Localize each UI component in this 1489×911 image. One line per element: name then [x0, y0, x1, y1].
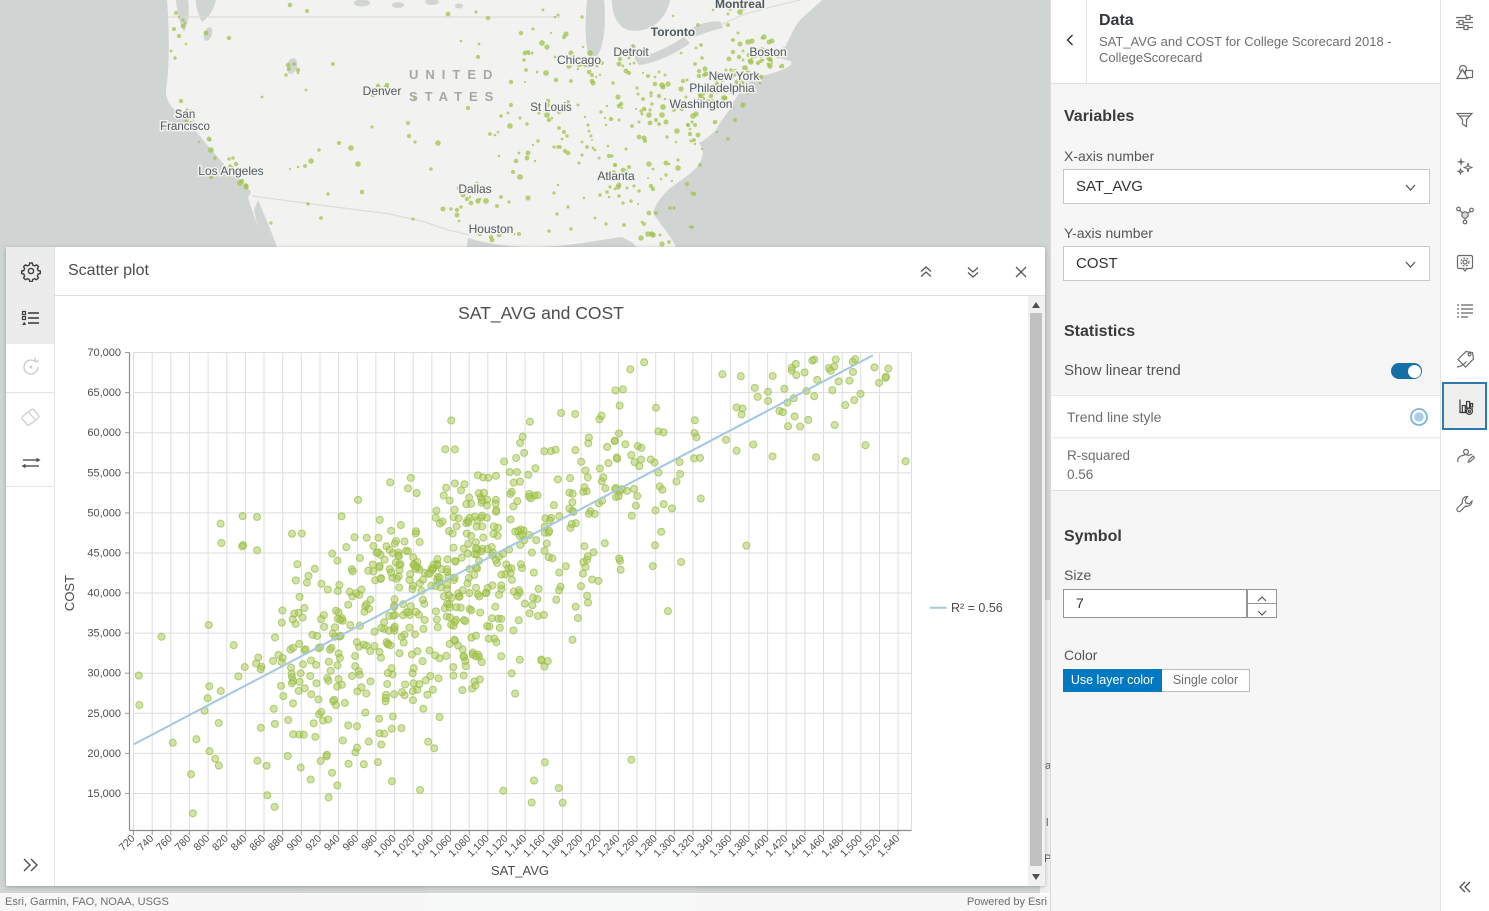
- svg-text:40,000: 40,000: [87, 588, 121, 600]
- svg-text:720: 720: [117, 833, 138, 854]
- svg-text:Montreal: Montreal: [715, 0, 765, 11]
- svg-text:45,000: 45,000: [87, 548, 121, 560]
- svg-text:Toronto: Toronto: [651, 25, 695, 39]
- svg-text:920: 920: [303, 833, 324, 854]
- svg-text:50,000: 50,000: [87, 507, 121, 519]
- svg-text:960: 960: [341, 833, 362, 854]
- svg-text:Atlanta: Atlanta: [597, 169, 635, 183]
- svg-text:20,000: 20,000: [87, 748, 121, 760]
- svg-text:70,000: 70,000: [87, 347, 121, 359]
- svg-text:Pa: Pa: [1044, 853, 1050, 865]
- svg-text:Chicago: Chicago: [557, 53, 601, 67]
- svg-text:San: San: [175, 109, 195, 121]
- svg-text:35,000: 35,000: [87, 628, 121, 640]
- svg-text:Houston: Houston: [469, 222, 514, 236]
- svg-text:Philadelphia: Philadelphia: [689, 81, 755, 95]
- svg-text:60,000: 60,000: [87, 427, 121, 439]
- svg-text:880: 880: [266, 833, 287, 854]
- svg-text:New York: New York: [709, 69, 761, 83]
- svg-text:Dallas: Dallas: [458, 182, 491, 196]
- svg-text:STATES: STATES: [409, 89, 500, 104]
- svg-text:65,000: 65,000: [87, 387, 121, 399]
- svg-text:740: 740: [135, 833, 156, 854]
- svg-text:30,000: 30,000: [87, 668, 121, 680]
- svg-text:25,000: 25,000: [87, 708, 121, 720]
- svg-text:Denver: Denver: [363, 84, 402, 98]
- svg-text:UNITED: UNITED: [409, 67, 499, 82]
- svg-text:SAT_AVG: SAT_AVG: [491, 863, 549, 878]
- svg-text:55,000: 55,000: [87, 467, 121, 479]
- svg-text:900: 900: [285, 833, 306, 854]
- svg-text:COST: COST: [62, 575, 77, 611]
- svg-text:SAT_AVG and COST: SAT_AVG and COST: [458, 303, 624, 324]
- svg-text:860: 860: [247, 833, 268, 854]
- svg-text:840: 840: [229, 833, 250, 854]
- svg-text:1,540: 1,540: [875, 833, 902, 860]
- svg-text:780: 780: [173, 833, 194, 854]
- svg-text:a: a: [1045, 760, 1050, 772]
- svg-text:820: 820: [210, 833, 231, 854]
- svg-text:Francisco: Francisco: [160, 121, 210, 133]
- svg-text:940: 940: [322, 833, 343, 854]
- svg-text:760: 760: [154, 833, 175, 854]
- svg-text:Washington: Washington: [670, 97, 733, 111]
- svg-text:Boston: Boston: [749, 45, 786, 59]
- svg-text:l: l: [1046, 817, 1048, 829]
- svg-text:800: 800: [191, 833, 212, 854]
- svg-text:R² = 0.56: R² = 0.56: [951, 601, 1003, 615]
- svg-text:St Louis: St Louis: [530, 102, 572, 114]
- svg-text:Detroit: Detroit: [613, 45, 649, 59]
- svg-text:Los Angeles: Los Angeles: [198, 164, 263, 178]
- svg-text:15,000: 15,000: [87, 788, 121, 800]
